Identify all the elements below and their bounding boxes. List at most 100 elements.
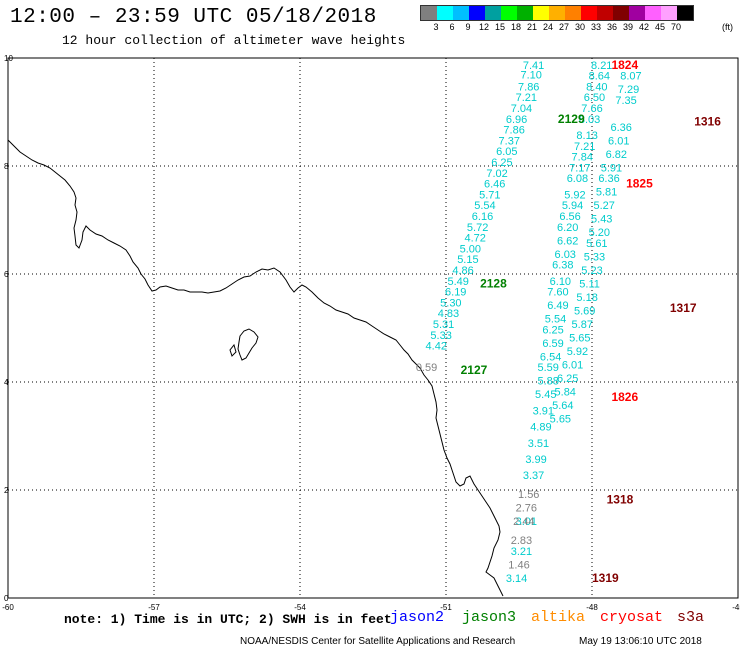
pass-time-label: 1826	[611, 390, 638, 404]
scale-swatch	[469, 6, 485, 20]
x-tick-label: -54	[294, 603, 306, 612]
wave-height-value: 6.36	[598, 173, 619, 185]
legend-altika: altika	[531, 609, 586, 626]
scale-swatch	[485, 6, 501, 20]
wave-height-value: 7.29	[618, 84, 639, 96]
scale-label: 33	[590, 22, 601, 32]
wave-height-value: 4.86	[452, 265, 473, 277]
wave-height-value: 6.50	[584, 92, 605, 104]
wave-height-value: 6.19	[445, 287, 466, 299]
scale-swatch	[677, 6, 693, 20]
wave-height-value: 2.44	[513, 516, 534, 528]
y-tick-label: 8	[4, 162, 9, 171]
map-grid	[7, 57, 739, 599]
pass-time-label: 1317	[670, 301, 697, 315]
wave-height-value: 8.03	[579, 114, 600, 126]
wave-height-value: 5.94	[562, 200, 583, 212]
x-tick-label: -60	[2, 603, 14, 612]
wave-height-value: 6.10	[550, 276, 571, 288]
wave-height-value: 4.89	[530, 422, 551, 434]
wave-height-value: 2.83	[511, 535, 532, 547]
legend-jason2: jason2	[390, 609, 445, 626]
wave-height-value: 3.99	[525, 454, 546, 466]
scale-label: 12	[478, 22, 489, 32]
y-tick-label: 2	[4, 486, 9, 495]
scale-label: 3	[433, 22, 439, 32]
wave-height-value: 5.43	[591, 214, 612, 226]
credit-text: NOAA/NESDIS Center for Satellite Applica…	[240, 636, 516, 647]
wave-height-value: 5.15	[457, 254, 478, 266]
scale-label: 15	[494, 22, 505, 32]
wave-height-value: 6.54	[540, 351, 561, 363]
wave-height-value: 5.71	[479, 189, 500, 201]
wave-height-value: 6.38	[552, 260, 573, 272]
map-frame	[7, 57, 739, 599]
x-tick-label: -48	[586, 603, 598, 612]
wave-height-value: 7.04	[511, 103, 532, 115]
scale-label: 42	[638, 22, 649, 32]
legend-jason3: jason3	[462, 609, 517, 626]
wave-height-value: 7.66	[581, 103, 602, 115]
wave-height-labels: 7.417.107.867.217.046.967.867.376.056.25…	[416, 60, 642, 585]
scale-label: 9	[465, 22, 471, 32]
wave-height-value: 5.20	[589, 227, 610, 239]
wave-height-value: 7.86	[503, 125, 524, 137]
wave-height-value: 3.37	[523, 470, 544, 482]
x-tick-label: -51	[440, 603, 452, 612]
wave-height-value: 5.81	[596, 187, 617, 199]
wave-height-value: 8.13	[576, 130, 597, 142]
scale-label: 18	[510, 22, 521, 32]
wave-height-value: 5.54	[545, 314, 566, 326]
wave-height-value: 7.17	[569, 162, 590, 174]
wave-height-value: 7.37	[499, 135, 520, 147]
wave-height-value: 5.33	[430, 330, 451, 342]
pass-time-label: 1318	[607, 493, 634, 507]
wave-height-value: 3.14	[506, 573, 527, 585]
scale-label: 6	[449, 22, 455, 32]
scale-label: 30	[574, 22, 585, 32]
wave-height-value: 7.60	[547, 287, 568, 299]
wave-height-value: 6.25	[491, 157, 512, 169]
wave-height-value: 5.88	[537, 376, 558, 388]
wave-height-value: 8.64	[589, 71, 610, 83]
pass-time-label: 1824	[611, 58, 638, 72]
wave-height-value: 7.35	[615, 95, 636, 107]
coastline-path	[7, 139, 504, 597]
x-tick-label: -45	[732, 603, 740, 612]
wave-height-value: 1.56	[518, 489, 539, 501]
wave-height-value: 5.59	[537, 362, 558, 374]
wave-height-value: 6.25	[557, 373, 578, 385]
wave-height-value: 6.08	[567, 173, 588, 185]
wave-height-value: 7.21	[574, 141, 595, 153]
y-axis-ticks: 0 2 4 6 8 10	[4, 54, 13, 603]
wave-height-value: 3.01	[516, 516, 537, 528]
wave-height-value: 0.59	[416, 362, 437, 374]
scale-swatch	[565, 6, 581, 20]
wave-height-value: 6.05	[496, 146, 517, 158]
wave-height-value: 6.49	[547, 300, 568, 312]
wave-height-value: 4.72	[464, 233, 485, 245]
wave-height-value: 1.46	[508, 559, 529, 571]
scale-swatch	[597, 6, 613, 20]
wave-height-value: 6.16	[472, 211, 493, 223]
map-subtitle: 12 hour collection of altimeter wave hei…	[62, 33, 406, 48]
scale-label: 27	[558, 22, 569, 32]
wave-height-value: 6.56	[559, 211, 580, 223]
legend-cryosat: cryosat	[600, 609, 664, 626]
pass-time-label: 2128	[480, 277, 507, 291]
scale-swatch	[629, 6, 645, 20]
wave-height-value: 5.23	[581, 265, 602, 277]
scale-swatch	[421, 6, 437, 20]
wave-height-value: 8.21	[591, 60, 612, 72]
wave-height-value: 5.49	[447, 276, 468, 288]
wave-height-value: 4.83	[438, 308, 459, 320]
wave-height-value: 8.07	[620, 71, 641, 83]
wave-height-value: 5.11	[579, 279, 600, 291]
scale-swatch	[437, 6, 453, 20]
wave-height-value: 6.46	[484, 179, 505, 191]
scale-label: 39	[622, 22, 633, 32]
wave-height-value: 5.61	[586, 238, 607, 250]
wave-height-value: 6.96	[506, 114, 527, 126]
pass-time-label: 1316	[694, 115, 721, 129]
